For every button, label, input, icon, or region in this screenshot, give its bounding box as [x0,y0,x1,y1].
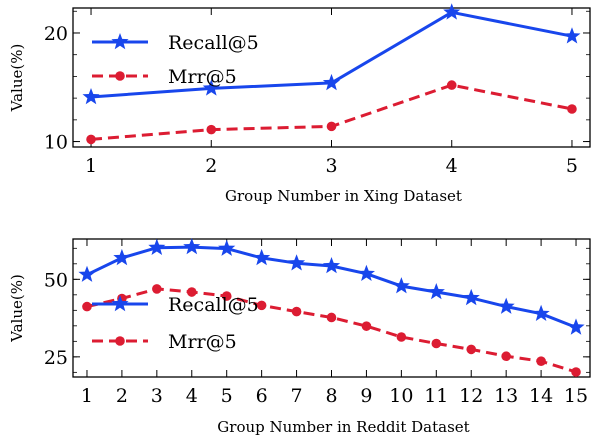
data-point [253,248,271,266]
data-point [326,121,337,132]
legend-label: Mrr@5 [168,331,237,353]
x-tick-label: 5 [221,385,233,407]
data-point [462,288,480,306]
y-axis-label: Value(%) [8,44,26,113]
data-point [152,284,162,294]
y-axis-label: Value(%) [8,274,26,343]
y-tick-label: 50 [44,269,68,291]
data-point [86,134,96,145]
data-point [536,356,546,366]
data-point [218,239,236,256]
legend-label: Recall@5 [168,32,259,54]
x-tick-label: 4 [446,155,458,177]
legend-marker [115,336,125,346]
data-point [497,297,515,314]
x-tick-label: 2 [205,155,217,177]
x-tick-label: 1 [81,385,93,407]
data-point [186,287,197,297]
x-tick-label: 1 [85,155,97,177]
legend-label: Recall@5 [168,294,259,316]
data-point [82,301,92,312]
data-point [322,257,341,274]
y-tick-label: 10 [44,132,68,154]
data-point [148,238,166,255]
data-point [78,265,96,282]
data-point [563,27,581,44]
data-point [256,300,267,311]
y-tick-label: 25 [44,347,68,369]
data-point [202,79,220,96]
x-tick-label: 7 [291,385,303,407]
data-point [183,238,201,255]
data-point [113,248,131,266]
data-point [446,80,457,90]
x-tick-label: 3 [151,385,163,407]
data-point [501,351,511,362]
x-tick-label: 10 [389,385,413,407]
x-tick-label: 8 [325,385,337,407]
data-point [357,264,375,281]
data-point [396,332,407,342]
x-tick-label: 5 [566,155,578,177]
data-point [291,306,302,317]
x-tick-label: 11 [424,385,448,407]
data-point [392,277,410,294]
x-axis-label: Group Number in Xing Dataset [225,187,462,205]
data-point [532,304,550,321]
series-line-mrr-at-5 [86,287,577,374]
data-point [206,124,217,135]
x-tick-label: 15 [564,385,588,407]
data-point [431,338,442,349]
data-point [427,283,445,300]
data-point [82,88,100,105]
y-tick-label: 20 [44,23,68,45]
x-tick-label: 13 [494,385,518,407]
data-point [288,254,306,271]
x-tick-label: 2 [116,385,128,407]
legend-marker [115,71,125,81]
data-point [567,318,585,335]
data-point [466,344,477,355]
x-tick-label: 9 [360,385,372,407]
x-tick-label: 14 [529,385,553,407]
legend-label: Mrr@5 [168,66,237,88]
data-point [361,321,372,331]
data-point [326,312,337,323]
x-tick-label: 4 [186,385,198,407]
data-point [221,291,232,301]
data-point [567,104,577,114]
legend-marker [111,295,129,312]
x-tick-label: 6 [256,385,268,407]
data-point [443,3,461,20]
x-axis-label: Group Number in Reddit Dataset [217,418,469,436]
legend-marker [111,33,129,50]
data-point [322,73,341,91]
chart-1: 1 2 3 4 5 10 20 Group Number in Xing Dataset Val… [8,3,591,205]
x-tick-label: 12 [459,385,483,407]
x-tick-label: 3 [325,155,337,177]
data-point [571,367,581,377]
